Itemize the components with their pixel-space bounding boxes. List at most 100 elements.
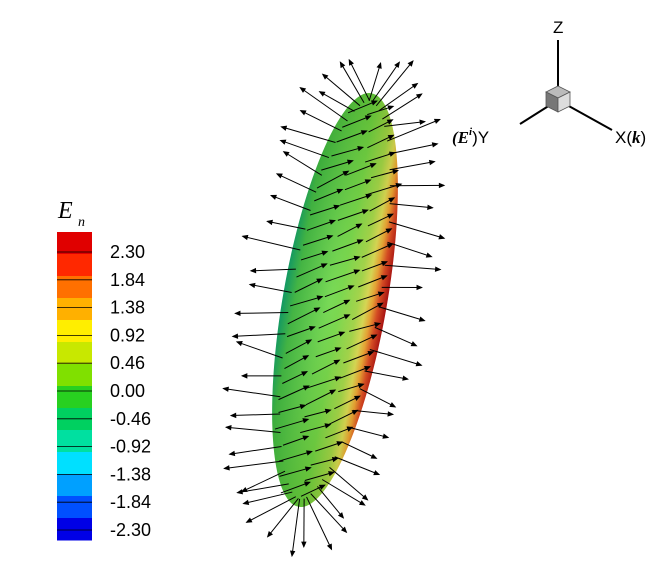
vector-arrowhead bbox=[376, 61, 382, 69]
colorbar bbox=[57, 232, 92, 541]
vector-arrow bbox=[296, 263, 327, 278]
vector-arrowhead bbox=[338, 331, 346, 337]
vector-arrowhead bbox=[336, 441, 344, 447]
vector-arrow bbox=[267, 220, 306, 230]
vector-arrow bbox=[316, 170, 349, 189]
vector-arrowhead bbox=[367, 351, 375, 357]
colorbar-segment bbox=[57, 254, 92, 277]
vector-arrowhead bbox=[279, 139, 287, 145]
vector-arrowhead bbox=[361, 494, 369, 501]
vector-arrowhead bbox=[419, 119, 427, 125]
vector-arrowhead bbox=[316, 295, 324, 301]
vector-arrow bbox=[351, 302, 383, 321]
colorbar-segment bbox=[57, 342, 92, 365]
vector-arrow bbox=[274, 418, 309, 430]
colorbar-segment bbox=[57, 386, 92, 409]
vector-arrow bbox=[359, 388, 396, 408]
colorbar-tick-label: 1.84 bbox=[110, 270, 145, 290]
vector-arrowhead bbox=[387, 105, 395, 111]
vector-arrowhead bbox=[373, 470, 381, 476]
vector-arrowhead bbox=[364, 366, 371, 372]
vector-arrowhead bbox=[402, 375, 409, 381]
vector-arrowhead bbox=[386, 243, 394, 249]
colorbar-segment bbox=[57, 518, 92, 541]
vector-arrow bbox=[231, 413, 281, 417]
vector-arrowhead bbox=[427, 204, 434, 210]
vector-arrowhead bbox=[380, 275, 388, 281]
vector-arrow bbox=[346, 334, 377, 350]
vector-arrowhead bbox=[416, 284, 423, 291]
vector-arrowhead bbox=[340, 526, 348, 534]
vector-arrowhead bbox=[387, 134, 395, 140]
vector-arrowhead bbox=[329, 389, 337, 395]
vector-arrowhead bbox=[299, 87, 307, 93]
triad-cube-right bbox=[557, 91, 571, 113]
vector-arrow bbox=[291, 498, 301, 556]
vector-arrow bbox=[388, 221, 445, 239]
vector-arrow bbox=[343, 351, 374, 364]
vector-arrow bbox=[337, 209, 368, 221]
vector-arrowhead bbox=[385, 228, 393, 234]
vector-arrowhead bbox=[326, 543, 333, 551]
vector-arrow bbox=[280, 481, 310, 494]
vector-arrowhead bbox=[324, 408, 332, 414]
colorbar-tick-label: -2.30 bbox=[110, 520, 151, 540]
vector-arrows bbox=[222, 58, 446, 558]
vector-arrowhead bbox=[240, 486, 248, 493]
vector-arrowhead bbox=[407, 60, 414, 67]
vector-arrow bbox=[271, 195, 311, 211]
vector-arrowhead bbox=[370, 334, 378, 340]
colorbar-segment bbox=[57, 364, 92, 387]
legend-title: E bbox=[57, 198, 73, 224]
vector-arrowhead bbox=[249, 267, 257, 274]
vector-arrow bbox=[339, 194, 372, 206]
vector-arrow bbox=[321, 479, 365, 506]
vector-arrowhead bbox=[364, 115, 372, 121]
vector-arrow bbox=[279, 467, 311, 477]
vector-arrow bbox=[382, 93, 422, 120]
ellipsoid-surface bbox=[272, 92, 398, 508]
vector-arrowhead bbox=[410, 341, 418, 347]
vector-arrowhead bbox=[270, 194, 277, 200]
vector-arrowhead bbox=[343, 314, 351, 320]
vector-arrow bbox=[223, 388, 281, 398]
vector-arrowhead bbox=[228, 450, 236, 457]
vector-arrowhead bbox=[382, 433, 390, 439]
vector-arrow bbox=[389, 203, 433, 209]
vector-arrowhead bbox=[434, 266, 442, 272]
vector-arrow bbox=[289, 296, 323, 307]
vector-arrowhead bbox=[331, 456, 339, 463]
vector-arrowhead bbox=[248, 282, 256, 289]
vector-arrowhead bbox=[376, 302, 384, 309]
vector-arrowhead bbox=[369, 163, 377, 169]
vector-arrow bbox=[331, 146, 363, 157]
vector-arrow bbox=[388, 143, 438, 155]
vector-arrowhead bbox=[360, 130, 368, 136]
vector-arrow bbox=[302, 235, 333, 246]
vector-arrowhead bbox=[337, 512, 345, 519]
vector-arrowhead bbox=[266, 530, 274, 538]
vector-arrow bbox=[341, 441, 377, 459]
vector-arrowhead bbox=[275, 173, 283, 179]
vector-arrow bbox=[332, 239, 363, 252]
vector-arrow bbox=[319, 91, 355, 112]
vector-arrow bbox=[384, 264, 441, 271]
vector-arrowhead bbox=[301, 541, 307, 548]
vector-arrow bbox=[276, 173, 317, 193]
ellipsoid-shading bbox=[272, 92, 398, 508]
vector-arrow bbox=[361, 243, 393, 258]
vector-arrowhead bbox=[245, 517, 253, 523]
vector-arrow bbox=[334, 456, 380, 475]
vector-arrowhead bbox=[387, 213, 394, 219]
vector-arrowhead bbox=[392, 169, 400, 175]
vector-arrowhead bbox=[365, 193, 373, 200]
vector-arrow bbox=[224, 460, 284, 469]
vector-arrowhead bbox=[324, 423, 332, 429]
vector-arrowhead bbox=[433, 118, 441, 124]
vector-arrow bbox=[339, 366, 370, 379]
axis-triad: Z (Ei)Y X(k) bbox=[452, 18, 646, 147]
colorbar-tick-label: 2.30 bbox=[110, 242, 145, 262]
vector-arrowhead bbox=[302, 355, 310, 361]
vector-arrow bbox=[325, 269, 360, 283]
